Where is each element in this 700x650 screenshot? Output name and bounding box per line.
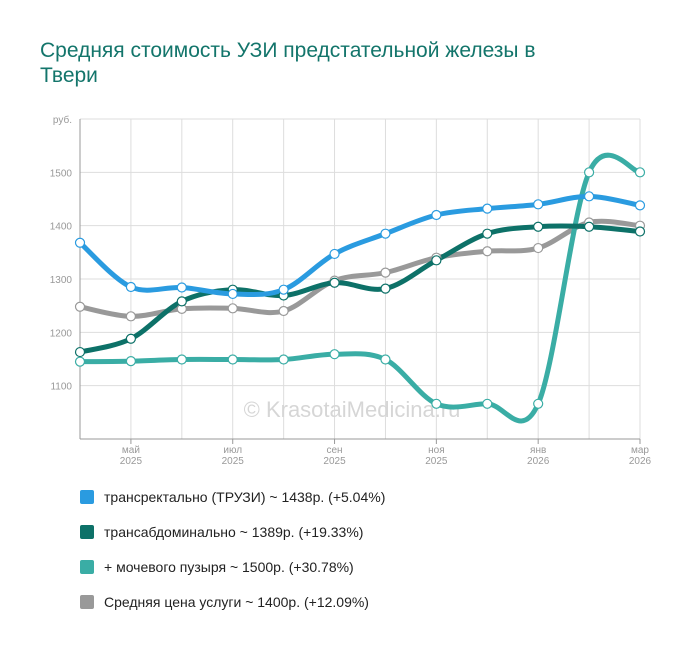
x-tick-month: мар bbox=[631, 445, 649, 456]
data-point bbox=[482, 203, 493, 214]
data-point bbox=[278, 284, 289, 295]
data-point bbox=[176, 296, 187, 307]
data-point bbox=[329, 349, 340, 360]
x-tick-year: 2025 bbox=[222, 456, 245, 467]
data-point bbox=[227, 288, 238, 300]
data-point bbox=[482, 246, 493, 257]
data-point bbox=[583, 221, 595, 232]
data-point bbox=[533, 398, 544, 409]
data-point bbox=[634, 226, 646, 237]
legend-swatch bbox=[80, 560, 94, 574]
x-tick-year: 2026 bbox=[629, 456, 652, 467]
x-tick-year: 2025 bbox=[120, 456, 143, 467]
data-point bbox=[380, 267, 391, 278]
data-point bbox=[533, 242, 544, 254]
y-tick-label: 1400 bbox=[50, 222, 73, 233]
x-tick-month: июл bbox=[223, 445, 242, 456]
data-point bbox=[380, 354, 391, 365]
legend-label: + мочевого пузыря ~ 1500р. (+30.78%) bbox=[104, 559, 354, 575]
series-line bbox=[77, 193, 643, 297]
data-point bbox=[74, 301, 86, 312]
data-point bbox=[634, 167, 646, 178]
data-point bbox=[482, 228, 493, 239]
legend-label: Средняя цена услуги ~ 1400р. (+12.09%) bbox=[104, 594, 369, 610]
legend-label: трансректально (ТРУЗИ) ~ 1438р. (+5.04%) bbox=[104, 489, 386, 505]
data-point bbox=[533, 199, 544, 210]
data-point bbox=[176, 282, 187, 293]
data-point bbox=[380, 283, 391, 294]
legend-item[interactable]: Средняя цена услуги ~ 1400р. (+12.09%) bbox=[80, 594, 369, 610]
legend-label: трансабдоминально ~ 1389р. (+19.33%) bbox=[104, 524, 364, 540]
chart-title: Средняя стоимость УЗИ предстательной жел… bbox=[40, 39, 536, 87]
data-point bbox=[583, 167, 595, 178]
watermark: © KrasotaiMedicina.ru bbox=[244, 397, 461, 422]
data-point bbox=[74, 237, 86, 248]
legend-swatch bbox=[80, 595, 94, 609]
x-tick-year: 2026 bbox=[527, 456, 550, 467]
data-point bbox=[278, 305, 289, 317]
x-tick-year: 2025 bbox=[323, 456, 346, 467]
data-point bbox=[74, 346, 86, 358]
data-point bbox=[74, 356, 86, 367]
data-point bbox=[482, 398, 493, 409]
data-point bbox=[227, 354, 238, 365]
legend-item[interactable]: трансабдоминально ~ 1389р. (+19.33%) bbox=[80, 524, 363, 540]
data-point bbox=[329, 248, 340, 260]
data-point bbox=[431, 209, 442, 221]
y-tick-label: 1100 bbox=[50, 382, 72, 393]
data-point bbox=[583, 191, 595, 202]
y-axis-label: руб. bbox=[53, 114, 72, 126]
y-tick-label: 1200 bbox=[50, 328, 73, 339]
data-point bbox=[125, 311, 137, 322]
y-tick-label: 1300 bbox=[50, 275, 73, 286]
data-point bbox=[125, 281, 137, 293]
data-point bbox=[533, 221, 544, 232]
legend-item[interactable]: трансректально (ТРУЗИ) ~ 1438р. (+5.04%) bbox=[80, 489, 385, 505]
data-point bbox=[431, 255, 442, 266]
x-tick-year: 2025 bbox=[425, 456, 448, 467]
data-point bbox=[380, 228, 391, 239]
data-point bbox=[227, 303, 238, 314]
x-tick-month: ноя bbox=[428, 445, 445, 456]
data-point bbox=[634, 200, 646, 211]
legend-item[interactable]: + мочевого пузыря ~ 1500р. (+30.78%) bbox=[80, 559, 354, 575]
y-tick-label: 1500 bbox=[50, 168, 73, 179]
legend-swatch bbox=[80, 525, 94, 539]
data-point bbox=[329, 277, 340, 288]
data-point bbox=[278, 354, 289, 365]
data-point bbox=[125, 356, 137, 367]
data-point bbox=[176, 354, 187, 365]
data-point bbox=[125, 333, 137, 344]
legend-swatch bbox=[80, 490, 94, 504]
x-tick-month: сен bbox=[326, 445, 342, 456]
series-line bbox=[77, 218, 643, 319]
x-tick-month: янв bbox=[530, 445, 546, 456]
x-tick-month: май bbox=[122, 445, 140, 456]
data-point bbox=[431, 398, 442, 409]
